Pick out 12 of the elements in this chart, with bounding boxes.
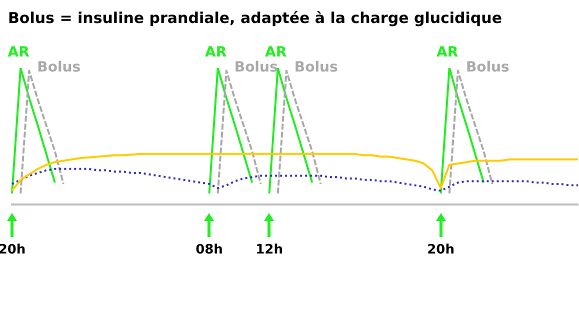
- text: AR: [265, 44, 287, 61]
- chart-title: Bolus = insuline prandiale, adaptée à la charge glucidique: [8, 8, 502, 27]
- text: Bolus: [466, 59, 510, 76]
- text: Bolus: [294, 59, 338, 76]
- text: Bolus: [234, 59, 278, 76]
- x-tick-label: 08h: [196, 242, 223, 258]
- x-tick-label: 20h: [427, 242, 454, 258]
- text: AR: [8, 44, 30, 61]
- text: AR: [436, 44, 458, 61]
- series-label: Bolus: [37, 59, 81, 76]
- x-tick-label: 12h: [256, 242, 283, 258]
- series-label: AR: [205, 44, 227, 61]
